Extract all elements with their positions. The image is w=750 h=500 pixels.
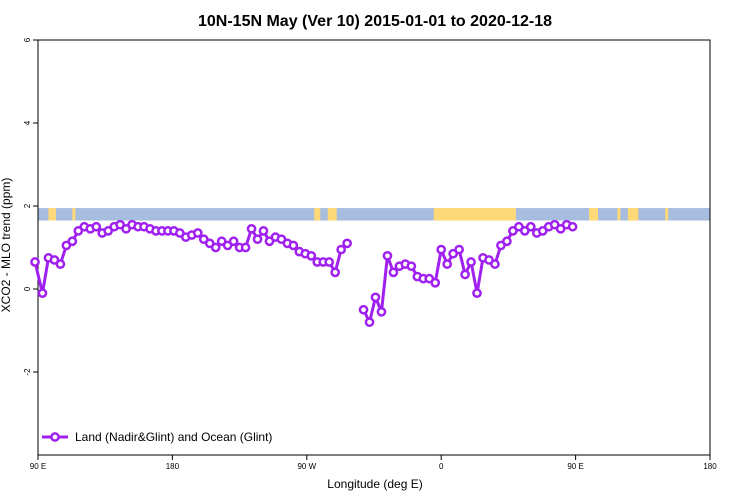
land-patch: [48, 208, 56, 221]
legend-marker: [50, 432, 60, 442]
data-point: [525, 221, 536, 232]
data-point: [91, 221, 102, 232]
land-patch: [314, 208, 321, 221]
ocean-band: [38, 208, 710, 221]
data-point: [502, 236, 512, 247]
x-tick-label: 0: [439, 462, 444, 471]
x-tick-label: 90 E: [567, 462, 583, 471]
y-axis-label: XCO2 - MLO trend (ppm): [0, 178, 13, 313]
data-point: [336, 244, 346, 255]
land-patch: [433, 208, 516, 221]
data-point: [382, 250, 393, 261]
data-point: [370, 292, 381, 303]
data-point: [228, 236, 239, 247]
legend-label: Land (Nadir&Glint) and Ocean (Glint): [75, 430, 272, 444]
data-point: [67, 236, 78, 247]
y-tick-label: 6: [23, 37, 32, 42]
x-tick-label: 90 W: [297, 462, 316, 471]
x-axis-label: Longitude (deg E): [327, 477, 422, 491]
data-point: [490, 259, 500, 269]
data-point: [330, 267, 341, 278]
data-point: [466, 257, 476, 267]
data-point: [388, 267, 399, 278]
data-point: [364, 317, 375, 328]
data-point: [342, 238, 352, 249]
land-patch: [665, 208, 669, 221]
data-point: [30, 257, 40, 267]
data-point: [436, 244, 447, 255]
plot-area: -2 0 2 4 6 90 E 180 90 W 0 90 E 180 Land (Nadir&Gli…: [23, 37, 717, 471]
data-point: [454, 244, 464, 255]
data-point: [55, 259, 66, 269]
x-tick-label: 90 E: [30, 462, 46, 471]
data-point: [306, 250, 317, 261]
y-tick-label: 4: [23, 120, 32, 125]
x-tick-label: 180: [166, 462, 180, 471]
data-point: [37, 288, 48, 298]
data-point: [246, 223, 257, 234]
data-point: [472, 288, 482, 298]
land-patch: [589, 208, 598, 221]
data-point: [460, 269, 470, 280]
plot-frame: [37, 39, 711, 456]
land-patch: [627, 208, 639, 221]
data-point: [210, 242, 221, 253]
land-patch: [327, 208, 337, 221]
data-point: [406, 261, 417, 272]
data-point: [442, 259, 453, 269]
data-point: [252, 234, 263, 245]
data-point: [240, 242, 251, 253]
y-tick-label: 0: [23, 286, 32, 291]
data-point: [567, 221, 578, 232]
land-patch: [72, 208, 76, 221]
land-patch: [617, 208, 621, 221]
data-point: [376, 306, 387, 317]
y-tick-label: -2: [23, 368, 32, 376]
data-point: [358, 304, 369, 315]
data-point: [192, 228, 203, 238]
data-point: [430, 277, 441, 288]
data-point: [288, 240, 299, 251]
x-tick-label: 180: [703, 462, 717, 471]
chart-title: 10N-15N May (Ver 10) 2015-01-01 to 2020-…: [198, 13, 552, 30]
data-point: [258, 226, 269, 236]
y-tick-label: 2: [23, 203, 32, 208]
data-point: [324, 257, 335, 267]
